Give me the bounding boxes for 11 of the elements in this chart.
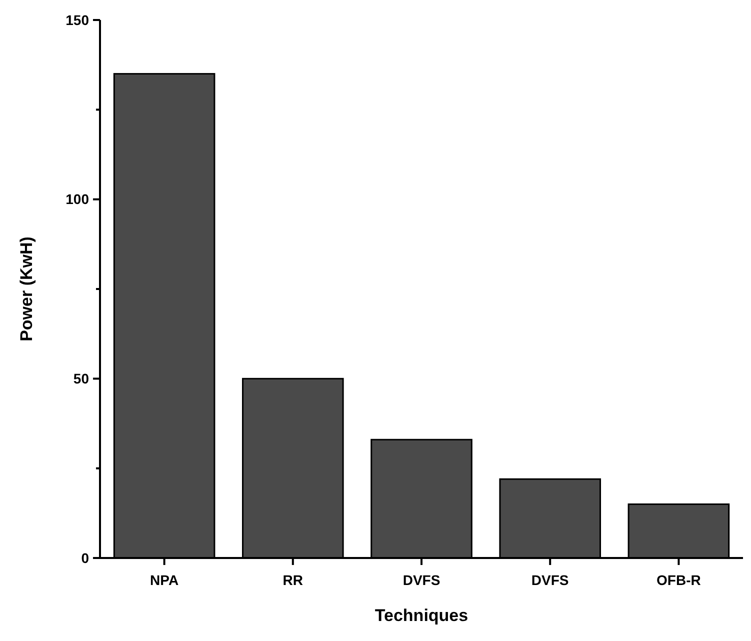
y-tick-label: 50	[73, 370, 90, 387]
x-tick-label: DVFS	[402, 572, 440, 588]
y-tick-label: 150	[66, 12, 90, 28]
y-tick-label: 0	[81, 550, 90, 566]
x-axis-title: Techniques	[374, 606, 468, 625]
x-tick-label: OFB-R	[656, 572, 701, 588]
x-tick-label: DVFS	[531, 572, 569, 588]
x-tick-label: RR	[282, 572, 304, 588]
y-axis-title: Power (KwH)	[17, 236, 36, 342]
y-tick-label: 100	[66, 191, 90, 208]
x-tick-label: NPA	[150, 572, 179, 588]
